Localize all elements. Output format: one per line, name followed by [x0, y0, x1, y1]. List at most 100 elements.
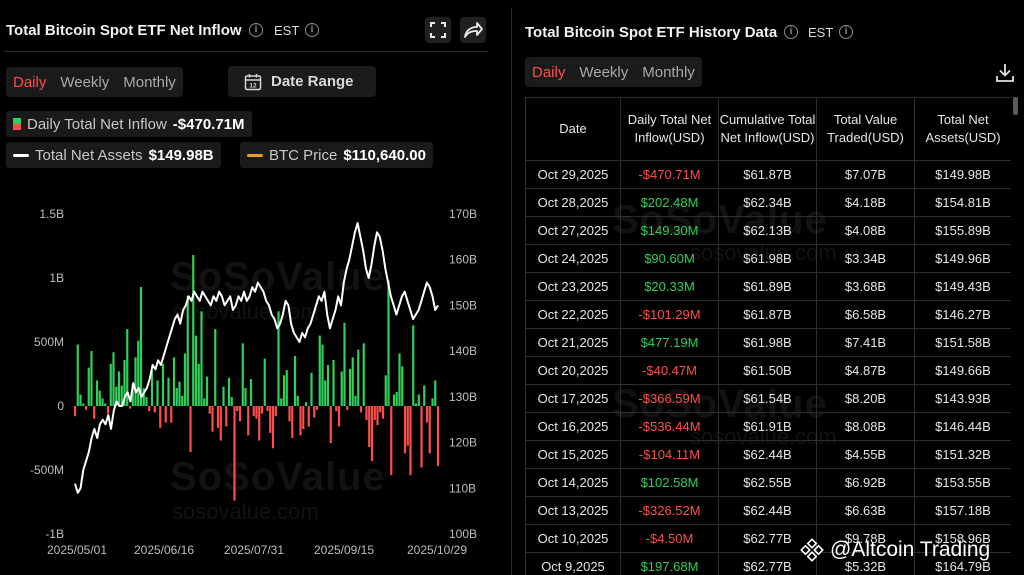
inflow-bar [203, 398, 206, 406]
inflow-bar [211, 406, 214, 432]
inflow-bar [425, 406, 429, 423]
inflow-bar [359, 406, 363, 413]
inflow-bar [313, 406, 316, 418]
inflow-bar [365, 406, 368, 421]
inflow-bar [145, 397, 148, 406]
tab-daily[interactable]: Daily [13, 73, 47, 91]
cell-daily-inflow: -$40.47M [620, 356, 719, 385]
inflow-bar [414, 403, 418, 406]
x-tick-label: 2025/07/31 [224, 543, 284, 557]
cell-value-traded: $4.55B [816, 440, 915, 469]
share-button[interactable] [460, 17, 486, 43]
timezone-info-icon[interactable]: i [839, 25, 853, 39]
cell-date: Oct 28,2025 [525, 188, 621, 217]
inflow-bar [258, 406, 261, 441]
table-row[interactable]: Oct 23,2025 $20.33M $61.89B $3.68B $149.43B [525, 272, 1011, 301]
cell-cumulative-inflow: $62.44B [718, 440, 817, 469]
column-header-net-assets[interactable]: Total Net Assets(USD) [914, 97, 1011, 161]
cell-net-assets: $149.96B [914, 244, 1011, 273]
inflow-bar [392, 394, 396, 406]
inflow-bar [164, 406, 167, 423]
legend-inflow: Daily Total Net Inflow -$470.71M [6, 111, 252, 137]
inflow-bar [134, 357, 137, 406]
inflow-bar [142, 388, 145, 406]
inflow-bar [170, 406, 173, 423]
inflow-bar [332, 359, 335, 406]
cell-net-assets: $149.98B [914, 160, 1011, 189]
table-row[interactable]: Oct 16,2025 -$536.44M $61.91B $8.08B $146.44… [525, 412, 1011, 441]
tab-daily[interactable]: Daily [532, 63, 566, 81]
inflow-bar [137, 340, 140, 406]
table-row[interactable]: Oct 20,2025 -$40.47M $61.50B $4.87B $149.66B [525, 356, 1011, 385]
column-header-date[interactable]: Date [525, 97, 621, 161]
history-table-container[interactable]: Date Daily Total Net Inflow(USD) Cumulat… [525, 97, 1011, 575]
inflow-bar [87, 367, 90, 406]
inflow-bar [387, 280, 390, 406]
column-header-cumulative-inflow[interactable]: Cumulative Total Net Inflow(USD) [718, 97, 817, 161]
legend-inflow-value: -$470.71M [172, 115, 245, 133]
y-left-tick-label: 1.5B [39, 207, 64, 221]
table-row[interactable]: Oct 17,2025 -$366.59M $61.54B $8.20B $143.93… [525, 384, 1011, 413]
cell-value-traded: $4.87B [816, 356, 915, 385]
table-row[interactable]: Oct 22,2025 -$101.29M $61.87B $6.58B $146.27… [525, 300, 1011, 329]
tab-weekly[interactable]: Weekly [60, 73, 110, 91]
cell-daily-inflow: $149.30M [620, 216, 719, 245]
cell-net-assets: $158.96B [914, 524, 1011, 553]
cell-date: Oct 17,2025 [525, 384, 621, 413]
table-row[interactable]: Oct 9,2025 $197.68M $62.77B $5.32B $164.79B [525, 552, 1011, 575]
history-table: Date Daily Total Net Inflow(USD) Cumulat… [525, 97, 1011, 575]
table-header-row: Date Daily Total Net Inflow(USD) Cumulat… [525, 97, 1011, 161]
timezone-info-icon[interactable]: i [305, 23, 319, 37]
cell-date: Oct 13,2025 [525, 496, 621, 525]
fullscreen-button[interactable] [425, 17, 451, 43]
table-row[interactable]: Oct 24,2025 $90.60M $61.98B $3.34B $149.96B [525, 244, 1011, 273]
table-scrollbar[interactable] [1013, 97, 1018, 115]
table-row[interactable]: Oct 15,2025 -$104.11M $62.44B $4.55B $151.32… [525, 440, 1011, 469]
inflow-bar [238, 406, 242, 422]
inflow-bar [304, 402, 308, 406]
tab-monthly[interactable]: Monthly [123, 73, 176, 91]
cell-daily-inflow: $102.58M [620, 468, 719, 497]
cell-value-traded: $9.78B [816, 524, 915, 553]
tab-monthly[interactable]: Monthly [642, 63, 695, 81]
inflow-bar [153, 406, 156, 413]
inflow-bar [214, 329, 217, 406]
inflow-bar [120, 385, 123, 406]
table-row[interactable]: Oct 29,2025 -$470.71M $61.87B $7.07B $149.98… [525, 160, 1011, 189]
cell-value-traded: $4.18B [816, 188, 915, 217]
column-header-daily-inflow[interactable]: Daily Total Net Inflow(USD) [620, 97, 719, 161]
inflow-bar [183, 353, 187, 406]
inflow-bar [318, 335, 321, 406]
info-icon[interactable]: i [784, 25, 798, 39]
cell-value-traded: $4.08B [816, 216, 915, 245]
inflow-bar [266, 406, 269, 412]
info-icon[interactable]: i [249, 23, 263, 37]
table-row[interactable]: Oct 27,2025 $149.30M $62.13B $4.08B $155.89B [525, 216, 1011, 245]
inflow-chart[interactable]: 1.5B 1B 500M 0 -500M -1B 170B 160B 150B 140B 130B 1… [0, 190, 500, 565]
table-row[interactable]: Oct 14,2025 $102.58M $62.55B $6.92B $153.55B [525, 468, 1011, 497]
table-row[interactable]: Oct 28,2025 $202.48M $62.34B $4.18B $154.81B [525, 188, 1011, 217]
table-row[interactable]: Oct 13,2025 -$326.52M $62.44B $6.63B $157.18… [525, 496, 1011, 525]
legend-assets: Total Net Assets $149.98B [6, 142, 221, 168]
date-range-button[interactable]: 12 Date Range [228, 66, 376, 97]
inflow-bar [225, 406, 228, 427]
inflow-bar [76, 344, 79, 406]
inflow-bar [205, 376, 209, 406]
inflow-bar [109, 363, 112, 406]
tab-weekly[interactable]: Weekly [579, 63, 629, 81]
cell-cumulative-inflow: $61.87B [718, 300, 817, 329]
inflow-bar [90, 350, 93, 406]
table-row[interactable]: Oct 21,2025 $477.19M $61.98B $7.41B $151.58B [525, 328, 1011, 357]
cell-date: Oct 10,2025 [525, 524, 621, 553]
inflow-bar [178, 381, 181, 406]
inflow-bar [302, 406, 305, 430]
inflow-bar [368, 406, 371, 447]
download-icon[interactable] [993, 61, 1017, 85]
inflow-bar [131, 384, 134, 406]
history-title: Total Bitcoin Spot ETF History Data [525, 24, 778, 41]
inflow-bar [208, 406, 211, 414]
column-header-value-traded[interactable]: Total Value Traded(USD) [816, 97, 915, 161]
inflow-bar [271, 406, 275, 449]
x-tick-label: 2025/09/15 [314, 543, 374, 557]
inflow-bar [315, 406, 319, 410]
